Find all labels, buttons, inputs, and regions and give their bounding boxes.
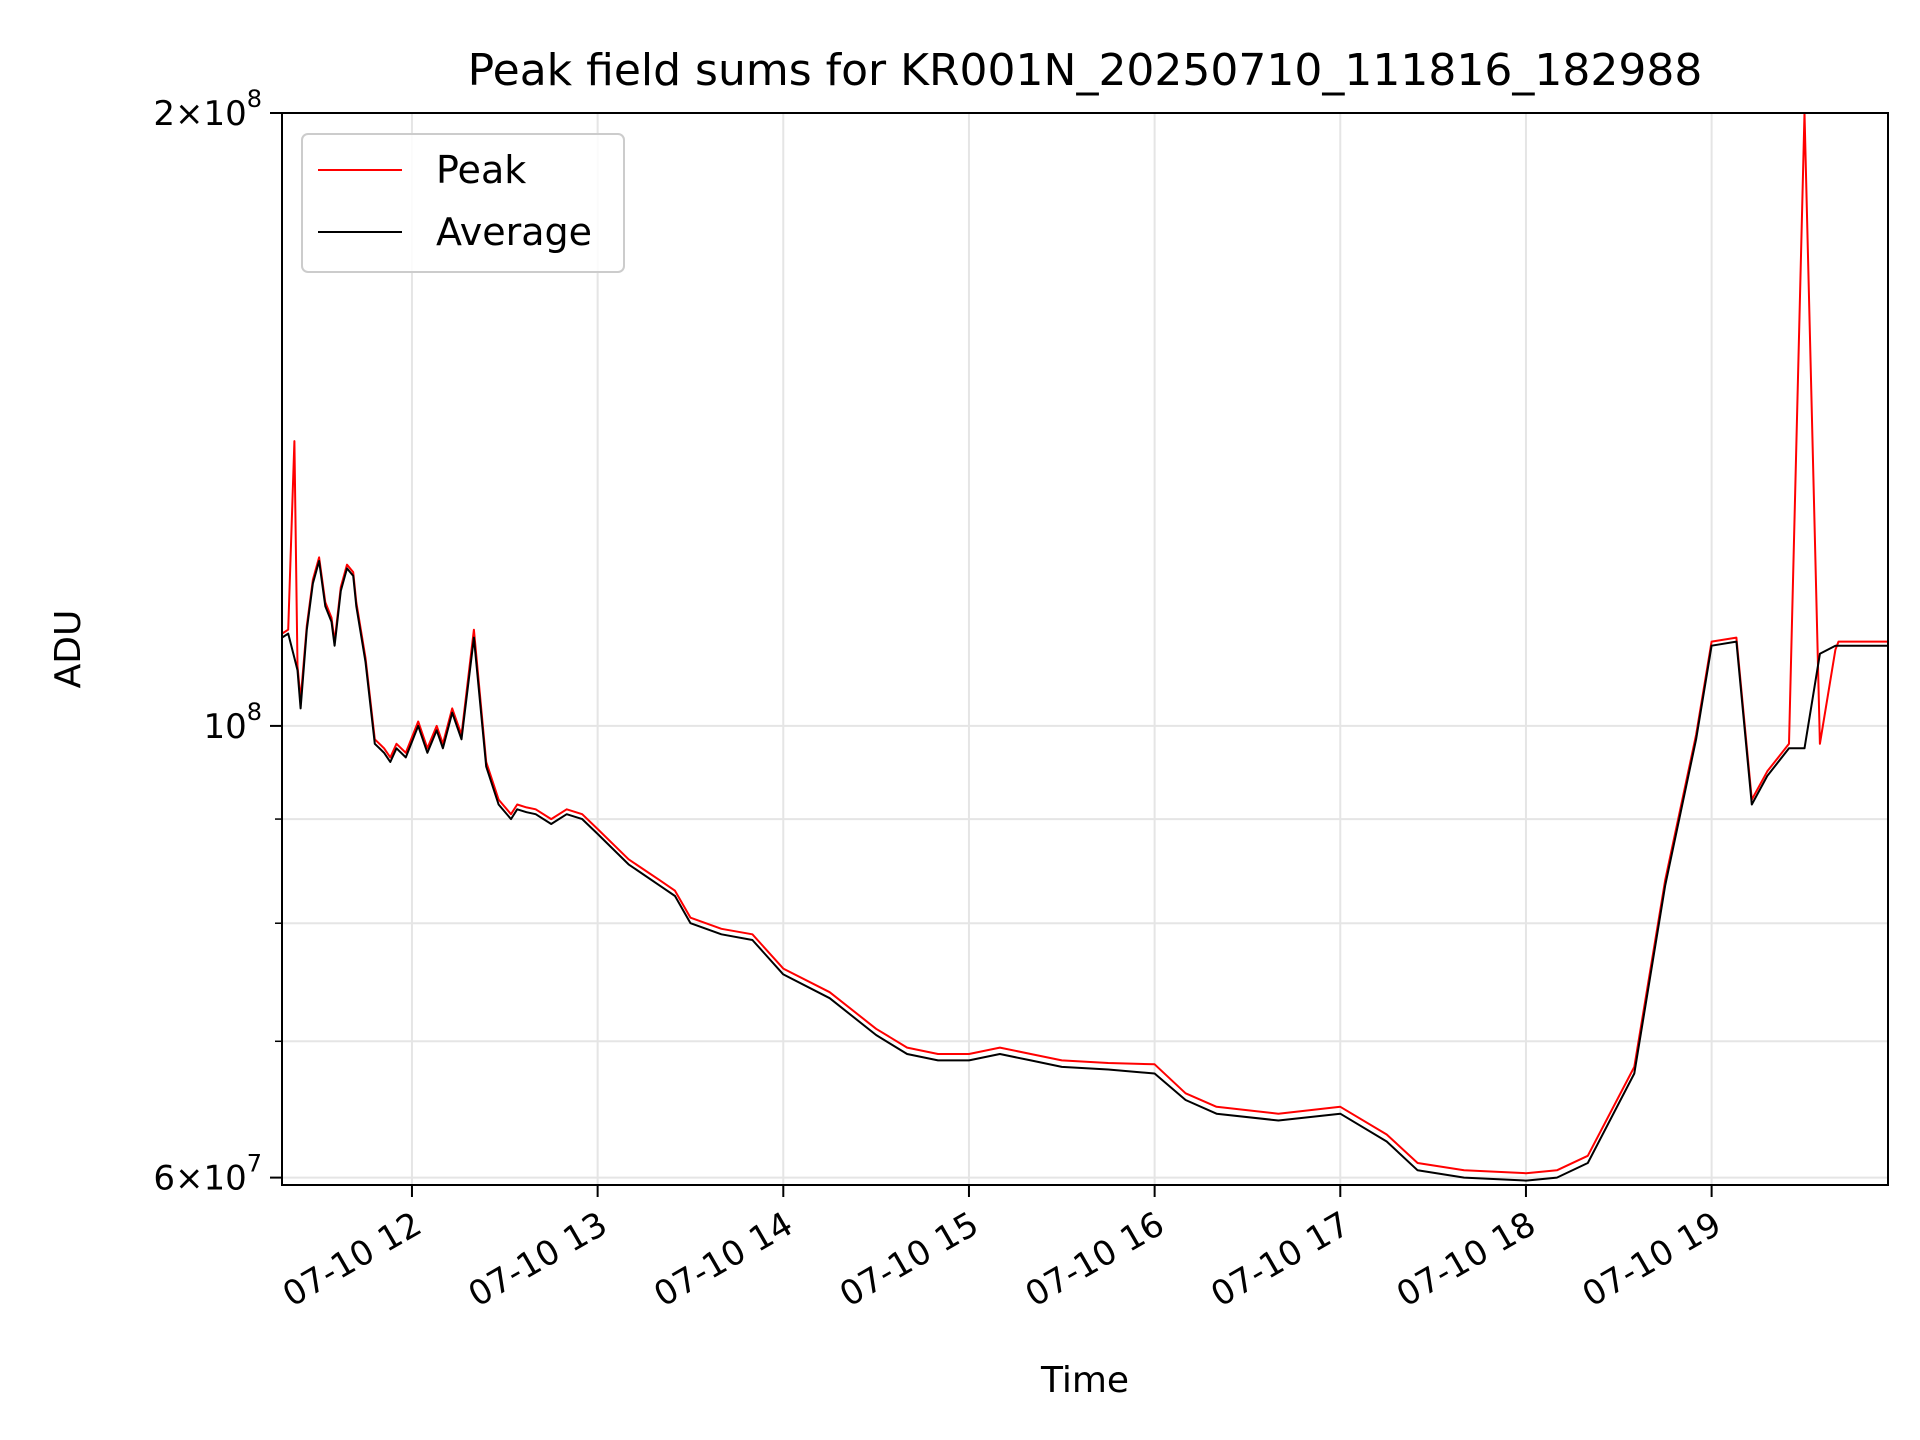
x-axis: 07-10 12 07-10 13 07-10 14 07-10 15 07-10 16…	[276, 1185, 1728, 1315]
y-tick-exponent: 8	[247, 698, 262, 726]
y-tick-label: 2×108	[153, 85, 262, 134]
legend-label: Average	[436, 210, 592, 254]
gridlines	[282, 112, 1888, 1185]
y-tick-base: 10	[203, 707, 246, 747]
y-tick-label: 6×107	[153, 1150, 262, 1199]
x-axis-label: Time	[1040, 1360, 1129, 1401]
y-axis-label: ADU	[48, 610, 89, 689]
y-tick-base: 6×10	[153, 1159, 246, 1199]
x-tick-label: 07-10 16	[1019, 1204, 1171, 1315]
x-tick-label: 07-10 17	[1204, 1204, 1356, 1315]
y-tick-base: 2×10	[153, 94, 246, 134]
plot-frame	[281, 112, 1889, 1186]
y-tick-exponent: 8	[247, 85, 262, 113]
x-tick-label: 07-10 18	[1390, 1204, 1542, 1315]
legend-label: Peak	[436, 148, 526, 192]
legend-box	[301, 133, 625, 273]
x-tick-label: 07-10 19	[1576, 1204, 1728, 1315]
y-tick-label: 108	[203, 698, 262, 747]
x-tick-label: 07-10 13	[462, 1204, 614, 1315]
y-tick-exponent: 7	[247, 1150, 262, 1178]
x-tick-label: 07-10 14	[647, 1204, 799, 1315]
chart-title: Peak field sums for KR001N_20250710_1118…	[468, 45, 1703, 96]
series-line-average	[281, 560, 1888, 1182]
legend: Peak Average	[301, 133, 625, 273]
x-tick-label: 07-10 15	[833, 1204, 985, 1315]
x-tick-label: 07-10 12	[276, 1204, 428, 1315]
series-layer	[281, 112, 1888, 1182]
